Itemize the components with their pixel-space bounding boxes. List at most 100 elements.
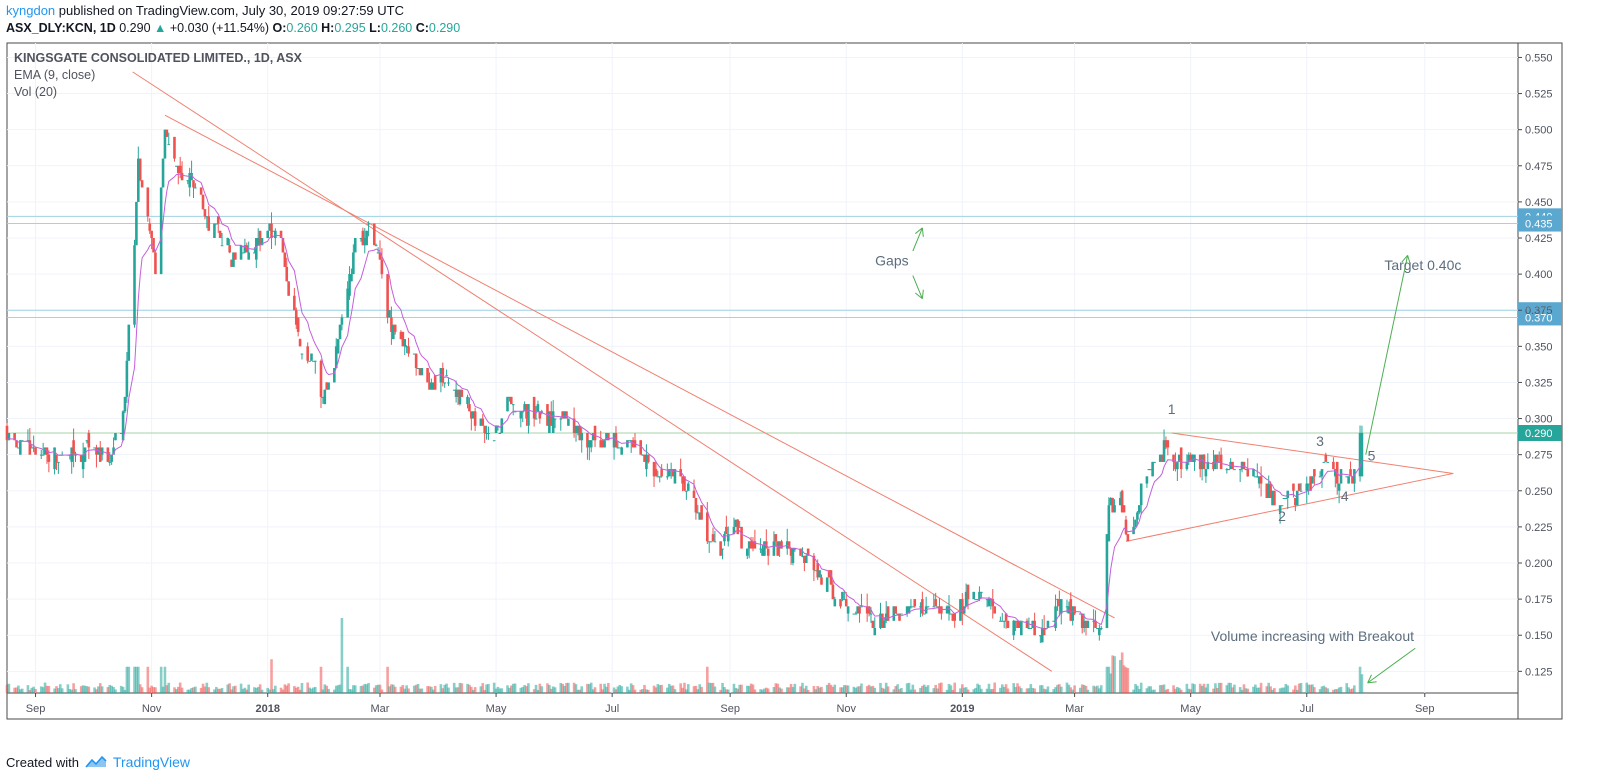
candle-body — [812, 555, 816, 571]
candle-body — [256, 238, 260, 246]
candle-body — [454, 389, 458, 397]
candle-body — [548, 411, 551, 433]
candle-body — [1162, 440, 1166, 462]
candle-body — [721, 548, 724, 550]
y-tick-label: 0.150 — [1525, 630, 1553, 642]
volume-bar — [961, 684, 964, 693]
volume-bar — [213, 689, 216, 693]
candle-body — [589, 440, 593, 448]
volume-bar — [803, 688, 806, 693]
candle-body — [481, 418, 485, 426]
volume-bar — [327, 688, 330, 693]
volume-bar — [138, 684, 142, 693]
candle-body — [1267, 483, 1271, 498]
volume-bar — [95, 689, 98, 693]
trend-line — [1171, 432, 1454, 474]
volume-bar — [1124, 667, 1128, 693]
volume-bar — [1134, 684, 1137, 693]
candle-body — [631, 440, 635, 448]
volume-bar — [1309, 684, 1312, 693]
candle-body — [350, 274, 353, 282]
candle-body — [1052, 620, 1055, 622]
candle-body — [1320, 469, 1324, 477]
time-axis[interactable]: Sep Nov 2018 Mar May Jul Sep Nov 2019 Mar May Jul Se… — [26, 693, 1435, 715]
candle-body — [510, 396, 513, 405]
candle-body — [761, 548, 764, 556]
footer: Created with TradingView — [6, 754, 190, 770]
y-tick-label: 0.275 — [1525, 450, 1553, 462]
candle-body — [603, 440, 606, 448]
volume-bar — [98, 683, 102, 693]
volume-bar — [447, 687, 450, 693]
volume-bar — [553, 687, 557, 693]
volume-bar — [700, 686, 703, 693]
arrow-head — [1407, 255, 1411, 265]
candle-body — [20, 440, 24, 442]
candle-body — [780, 541, 783, 549]
candle-body — [380, 259, 384, 275]
author-link[interactable]: kyngdon — [6, 3, 56, 18]
candle-body — [844, 599, 848, 607]
tradingview-brand[interactable]: TradingView — [112, 754, 191, 770]
candle-body — [433, 375, 437, 390]
volume-bar — [471, 689, 475, 693]
volume-bar — [47, 686, 51, 693]
candle-body — [829, 570, 833, 585]
volume-bar — [1031, 687, 1035, 693]
price-axis[interactable]: 0.125 0.150 0.175 0.200 0.225 0.250 0.275 0.300… — [1518, 52, 1553, 678]
candle-body — [736, 519, 740, 535]
candle-body — [294, 310, 298, 325]
candle-body — [460, 389, 464, 397]
candle-body — [879, 613, 882, 628]
volume-bar — [601, 689, 604, 693]
candle-body — [296, 317, 300, 332]
volume-bar — [87, 686, 91, 693]
x-tick-label: Mar — [371, 703, 390, 715]
candle-body — [980, 591, 983, 593]
annotation: 5 — [1368, 447, 1376, 463]
volume-bar — [745, 685, 749, 693]
volume-bar — [922, 684, 926, 693]
candle-body — [272, 230, 275, 232]
candle-body — [966, 584, 970, 600]
volume-bar — [627, 689, 631, 693]
candle-body — [1126, 534, 1130, 542]
candle-body — [1046, 620, 1050, 628]
candle-body — [232, 252, 235, 267]
volume-bar — [376, 684, 380, 693]
candle-body — [563, 411, 566, 419]
volume-bar — [234, 685, 237, 693]
volume-bar — [1345, 683, 1349, 693]
volume-bar — [110, 685, 113, 693]
candle-body — [574, 425, 578, 433]
candle-body — [1120, 490, 1124, 513]
candle-body — [138, 158, 142, 181]
volume-bar — [989, 689, 993, 693]
volume-bar — [523, 685, 526, 693]
candle-body — [681, 476, 684, 484]
candle-body — [154, 252, 157, 275]
candle-body — [319, 360, 323, 397]
volume-bar — [892, 689, 896, 693]
volume-bar — [839, 687, 842, 693]
volume-bar — [1204, 687, 1208, 693]
volume-bar — [1198, 683, 1202, 693]
volume-bar — [167, 682, 171, 693]
arrow-shaft — [1367, 647, 1416, 684]
volume-bar — [873, 687, 877, 693]
volume-bar — [854, 687, 858, 693]
x-tick-label: May — [1180, 703, 1201, 715]
volume-bar — [152, 687, 155, 693]
volume-bar — [938, 683, 941, 693]
candle-body — [841, 591, 844, 600]
volume-bar — [1145, 688, 1149, 693]
volume-bar — [1324, 687, 1328, 693]
volume-bar — [966, 689, 970, 693]
volume-bar — [1347, 687, 1350, 693]
volume-bar — [1020, 688, 1023, 693]
candle-body — [726, 534, 730, 542]
open-label: O: — [272, 21, 287, 35]
volume-bar — [176, 686, 180, 693]
